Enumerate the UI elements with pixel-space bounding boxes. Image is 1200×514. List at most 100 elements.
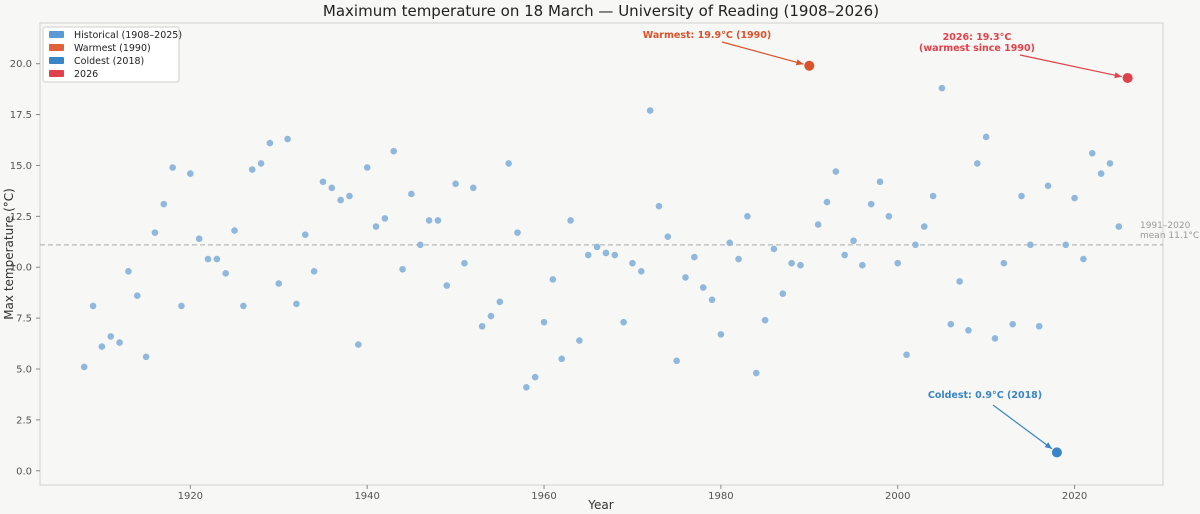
y-tick-label: 2.5 [16,415,32,426]
data-point [98,343,106,350]
y-tick-label: 5.0 [16,364,32,375]
y-tick-label: 15.0 [10,161,32,172]
data-point [894,259,902,267]
data-point [381,215,389,222]
data-point [814,221,822,228]
warmest-arrowhead [795,59,804,66]
data-point [443,282,451,289]
data-point [160,200,168,208]
data-point [974,160,981,167]
legend-box [42,26,180,83]
x-tick-label: 2020 [1062,491,1087,502]
y-tick-label: 12.5 [10,212,32,223]
data-point [461,259,468,267]
legend-label-coldest: Coldest (2018) [74,56,144,67]
x-tick-label: 1980 [708,491,733,502]
data-point [699,284,707,291]
annotations: Warmest: 19.9°C (1990) 2026: 19.3°C (warme… [643,30,1133,458]
legend-label-historical: Historical (1908–2025) [74,30,182,41]
data-point [584,251,592,259]
data-point [337,196,344,204]
data-point [416,241,424,249]
x-axis: 1920 1940 1960 1980 2000 2020 [178,485,1087,502]
data-point [531,373,539,381]
data-point [469,184,477,192]
data-point [655,202,663,210]
data-point [89,302,97,310]
data-point [620,318,627,326]
coldest-annotation: Coldest: 0.9°C (2018) [928,390,1042,401]
data-point [682,274,689,281]
data-point [558,355,566,363]
data-point [523,384,530,391]
data-point [319,178,327,186]
data-point [841,251,848,259]
data-point [744,213,751,220]
data-point [284,135,291,143]
data-point [726,239,734,247]
data-point [390,147,398,155]
data-point [752,369,760,377]
historical-points [80,84,1123,391]
data-point [204,255,212,263]
data-point [116,339,123,346]
data-point [929,192,937,200]
y-tick-label: 7.5 [16,314,32,325]
data-point [938,84,946,92]
current-2026-arrow [1019,54,1122,78]
data-point [125,267,132,275]
data-point [1027,241,1034,249]
data-point [576,337,583,344]
legend-swatch-warmest [49,44,64,51]
data-point [876,178,884,186]
legend-swatch-coldest [49,57,64,64]
data-point [991,335,999,342]
data-point [328,184,336,192]
data-point [611,251,619,259]
data-point [832,168,840,175]
data-point [691,253,698,261]
y-tick-label: 10.0 [10,263,32,274]
data-point [496,298,504,306]
mean-reference-label: 1991–2020 [1140,221,1191,231]
data-point [257,160,265,167]
data-point [487,312,495,320]
x-tick-label: 1940 [354,491,379,502]
data-point [1035,322,1043,330]
data-point [850,237,857,245]
data-point [514,229,521,236]
data-point [355,341,362,348]
data-point [107,333,115,340]
legend-label-2026: 2026 [74,69,98,80]
data-point [549,276,557,283]
x-axis-label: Year [587,498,613,512]
data-point [1115,223,1123,230]
data-point [859,261,866,269]
data-point [779,290,787,297]
data-point [151,229,159,236]
data-point [629,259,636,267]
data-point [363,164,371,171]
data-point [346,192,353,200]
warmest-arrow [721,41,804,65]
data-point [947,320,955,328]
warmest-point [804,60,815,71]
data-point [231,227,238,234]
data-point [797,261,804,269]
current-2026-arrowhead [1114,72,1122,79]
data-point [708,296,716,304]
data-point [912,241,919,249]
data-point [80,363,88,371]
data-point [1018,192,1025,200]
data-point [266,139,274,147]
data-point [187,170,194,177]
data-point [213,255,221,263]
y-tick-label: 17.5 [10,110,32,121]
data-point [169,164,176,171]
data-point [717,331,725,338]
data-point [1106,160,1114,167]
legend-swatch-historical [49,31,64,38]
legend-swatch-2026 [49,70,64,77]
y-axis-label: Max temperature (°C) [2,188,16,320]
